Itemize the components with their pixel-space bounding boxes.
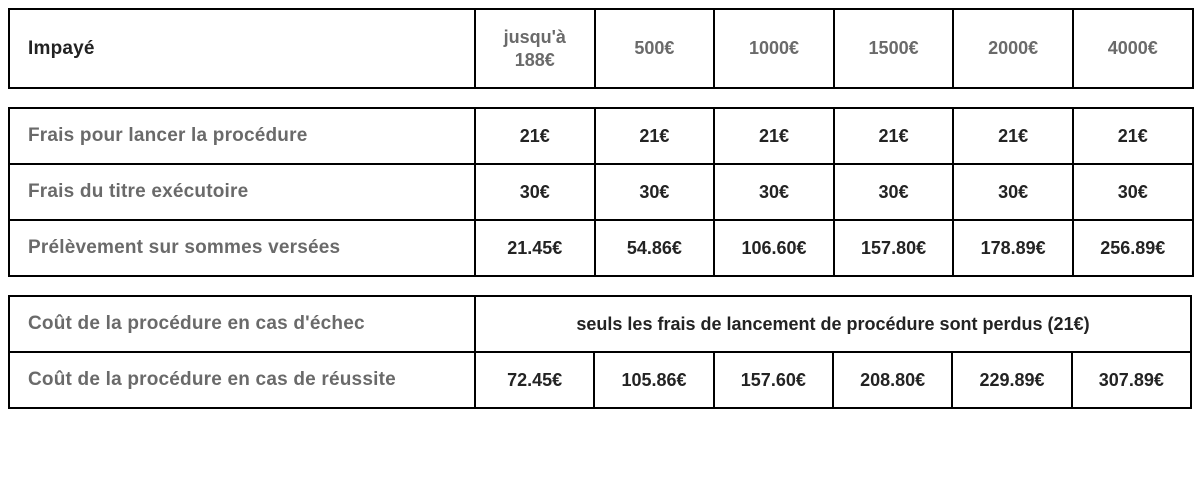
cell: 30€: [834, 164, 954, 220]
header-row: Impayé jusqu'à 188€ 500€ 1000€ 1500€ 200…: [9, 9, 1193, 88]
table-row: Prélèvement sur sommes versées 21.45€ 54…: [9, 220, 1193, 276]
cell: 30€: [1073, 164, 1193, 220]
cell: 21€: [475, 108, 595, 164]
header-col-2: 1000€: [714, 9, 834, 88]
row-label: Coût de la procédure en cas d'échec: [9, 296, 475, 352]
header-col-3: 1500€: [834, 9, 954, 88]
header-col-5: 4000€: [1073, 9, 1193, 88]
cell: 30€: [953, 164, 1073, 220]
cell: 307.89€: [1072, 352, 1191, 408]
cell: 30€: [714, 164, 834, 220]
table-row: Frais pour lancer la procédure 21€ 21€ 2…: [9, 108, 1193, 164]
table-row: Frais du titre exécutoire 30€ 30€ 30€ 30…: [9, 164, 1193, 220]
cell: 21€: [953, 108, 1073, 164]
header-col-1: 500€: [595, 9, 715, 88]
header-label: Impayé: [9, 9, 475, 88]
row-label: Frais du titre exécutoire: [9, 164, 475, 220]
row-label: Prélèvement sur sommes versées: [9, 220, 475, 276]
outcome-table: Coût de la procédure en cas d'échec seul…: [8, 295, 1192, 409]
pricing-tables: Impayé jusqu'à 188€ 500€ 1000€ 1500€ 200…: [8, 8, 1192, 409]
cell: 229.89€: [952, 352, 1071, 408]
cell: 30€: [475, 164, 595, 220]
row-label: Frais pour lancer la procédure: [9, 108, 475, 164]
cell: 21€: [1073, 108, 1193, 164]
cell: 178.89€: [953, 220, 1073, 276]
cell: 21€: [595, 108, 715, 164]
table-row: Coût de la procédure en cas d'échec seul…: [9, 296, 1191, 352]
failure-note: seuls les frais de lancement de procédur…: [475, 296, 1191, 352]
cell: 208.80€: [833, 352, 952, 408]
header-table: Impayé jusqu'à 188€ 500€ 1000€ 1500€ 200…: [8, 8, 1194, 89]
table-row: Coût de la procédure en cas de réussite …: [9, 352, 1191, 408]
cell: 105.86€: [594, 352, 713, 408]
cell: 21€: [834, 108, 954, 164]
cell: 30€: [595, 164, 715, 220]
cell: 54.86€: [595, 220, 715, 276]
cell: 157.60€: [714, 352, 833, 408]
cell: 72.45€: [475, 352, 594, 408]
header-col-4: 2000€: [953, 9, 1073, 88]
cell: 106.60€: [714, 220, 834, 276]
row-label: Coût de la procédure en cas de réussite: [9, 352, 475, 408]
fees-table: Frais pour lancer la procédure 21€ 21€ 2…: [8, 107, 1194, 277]
header-col-0: jusqu'à 188€: [475, 9, 595, 88]
cell: 21€: [714, 108, 834, 164]
cell: 256.89€: [1073, 220, 1193, 276]
cell: 157.80€: [834, 220, 954, 276]
cell: 21.45€: [475, 220, 595, 276]
